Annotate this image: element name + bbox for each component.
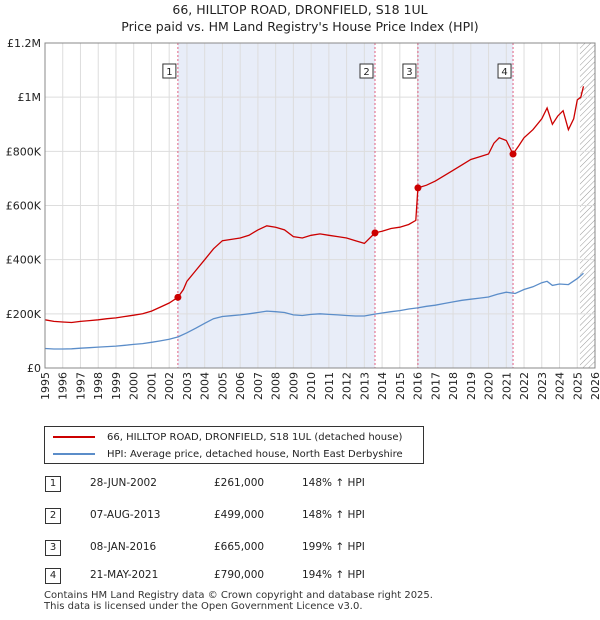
transaction-hpi-change: 148% ↑ HPI bbox=[302, 477, 365, 489]
legend-item-hpi: HPI: Average price, detached house, Nort… bbox=[45, 446, 403, 462]
y-tick-label: £1.2M bbox=[7, 37, 41, 50]
transaction-number: 3 bbox=[45, 540, 61, 556]
transaction-date: 28-JUN-2002 bbox=[90, 477, 157, 489]
transaction-hpi-change: 148% ↑ HPI bbox=[302, 509, 365, 521]
x-tick-label: 1995 bbox=[39, 372, 52, 400]
x-tick-label: 2003 bbox=[181, 372, 194, 400]
transaction-row: 3 08-JAN-2016 £665,000 199% ↑ HPI bbox=[0, 540, 600, 558]
x-tick-label: 2004 bbox=[199, 372, 212, 400]
transaction-hpi-change: 194% ↑ HPI bbox=[302, 569, 365, 581]
x-tick-label: 2017 bbox=[429, 372, 442, 400]
y-tick-label: £400K bbox=[6, 254, 42, 267]
price-chart: 1 2 3 4 £0 £200K £400K £600K £800K £1M £1.2M 1995 1… bbox=[6, 37, 600, 400]
x-tick-label: 2006 bbox=[234, 372, 247, 400]
transaction-number: 2 bbox=[45, 508, 61, 524]
x-tick-label: 2025 bbox=[571, 372, 584, 400]
x-tick-label: 2007 bbox=[252, 372, 265, 400]
x-tick-label: 1997 bbox=[74, 372, 87, 400]
sale-marker-box bbox=[402, 63, 417, 79]
legend-label-property: 66, HILLTOP ROAD, DRONFIELD, S18 1UL (de… bbox=[107, 431, 403, 443]
sale-marker-label: 4 bbox=[501, 67, 507, 78]
x-tick-label: 1999 bbox=[110, 372, 123, 400]
series-line-property bbox=[44, 86, 585, 324]
transaction-date: 08-JAN-2016 bbox=[90, 541, 157, 553]
transaction-number: 1 bbox=[45, 476, 61, 492]
x-tick-label: 2023 bbox=[536, 372, 549, 400]
x-tick-label: 2024 bbox=[554, 372, 567, 400]
transaction-row: 1 28-JUN-2002 £261,000 148% ↑ HPI bbox=[0, 476, 600, 494]
x-tick-label: 1996 bbox=[57, 372, 70, 400]
x-tick-label: 2015 bbox=[394, 372, 407, 400]
footer-copyright: Contains HM Land Registry data © Crown c… bbox=[44, 590, 433, 601]
legend-label-hpi: HPI: Average price, detached house, Nort… bbox=[107, 448, 403, 460]
chart-subtitle: Price paid vs. HM Land Registry's House … bbox=[121, 19, 479, 34]
plot-frame bbox=[44, 42, 596, 369]
x-tick-label: 1998 bbox=[92, 372, 105, 400]
sale-marker-label: 2 bbox=[363, 67, 369, 78]
sale-marker-label: 3 bbox=[406, 67, 412, 78]
transaction-price: £790,000 bbox=[214, 569, 265, 581]
x-tick-label: 2001 bbox=[145, 372, 158, 400]
legend-swatch-property bbox=[53, 436, 95, 438]
x-tick-label: 2002 bbox=[163, 372, 176, 400]
x-tick-label: 2019 bbox=[465, 372, 478, 400]
sale-marker-label: 1 bbox=[166, 67, 172, 78]
transaction-date: 07-AUG-2013 bbox=[90, 509, 161, 521]
sale-point bbox=[509, 150, 517, 158]
x-tick-label: 2026 bbox=[589, 372, 600, 400]
legend-item-property: 66, HILLTOP ROAD, DRONFIELD, S18 1UL (de… bbox=[45, 429, 402, 445]
x-tick-label: 2018 bbox=[447, 372, 460, 400]
y-tick-label: £1M bbox=[18, 91, 42, 104]
x-tick-label: 2021 bbox=[500, 372, 513, 400]
x-tick-label: 2022 bbox=[518, 372, 531, 400]
x-tick-label: 2020 bbox=[483, 372, 496, 400]
x-tick-label: 2011 bbox=[323, 372, 336, 400]
transaction-price: £499,000 bbox=[214, 509, 265, 521]
sale-marker-box bbox=[359, 63, 374, 79]
x-tick-label: 2014 bbox=[376, 372, 389, 400]
x-tick-label: 2012 bbox=[341, 372, 354, 400]
legend-swatch-hpi bbox=[53, 453, 95, 455]
sale-point bbox=[174, 293, 182, 301]
x-tick-label: 2000 bbox=[128, 372, 141, 400]
x-tick-label: 2016 bbox=[412, 372, 425, 400]
transaction-date: 21-MAY-2021 bbox=[90, 569, 159, 581]
sale-marker-box bbox=[497, 63, 512, 79]
series-line-hpi bbox=[44, 272, 584, 350]
transaction-price: £261,000 bbox=[214, 477, 265, 489]
y-tick-label: £600K bbox=[6, 200, 42, 213]
transaction-row: 4 21-MAY-2021 £790,000 194% ↑ HPI bbox=[0, 568, 600, 586]
x-tick-label: 2005 bbox=[216, 372, 229, 400]
y-tick-label: £0 bbox=[27, 362, 41, 375]
x-tick-label: 2013 bbox=[358, 372, 371, 400]
chart-legend: 66, HILLTOP ROAD, DRONFIELD, S18 1UL (de… bbox=[44, 426, 424, 464]
chart-title: 66, HILLTOP ROAD, DRONFIELD, S18 1UL bbox=[172, 2, 428, 17]
sale-point bbox=[371, 229, 379, 237]
footer-licence: This data is licensed under the Open Gov… bbox=[44, 601, 363, 612]
x-tick-label: 2008 bbox=[270, 372, 283, 400]
y-tick-label: £800K bbox=[6, 145, 42, 158]
transaction-hpi-change: 199% ↑ HPI bbox=[302, 541, 365, 553]
sale-marker-box bbox=[162, 63, 177, 79]
sale-point bbox=[414, 184, 422, 192]
transaction-number: 4 bbox=[45, 568, 61, 584]
transaction-price: £665,000 bbox=[214, 541, 265, 553]
y-tick-label: £200K bbox=[6, 308, 42, 321]
x-tick-label: 2010 bbox=[305, 372, 318, 400]
transaction-row: 2 07-AUG-2013 £499,000 148% ↑ HPI bbox=[0, 508, 600, 526]
x-tick-label: 2009 bbox=[287, 372, 300, 400]
